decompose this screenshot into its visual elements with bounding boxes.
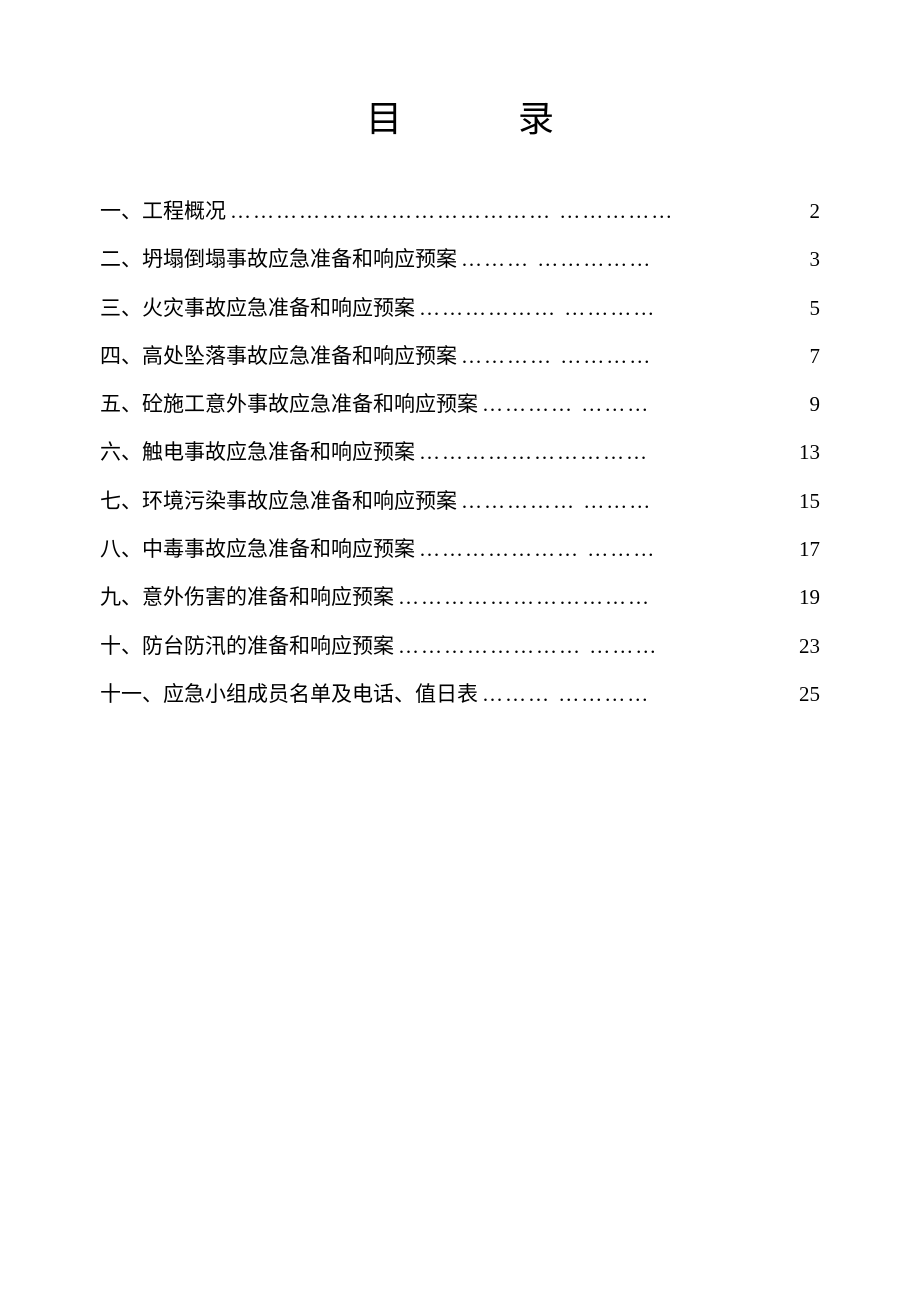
toc-page: 9 — [792, 380, 820, 428]
toc-entry: 二、 坍塌倒塌事故应急准备和响应预案 ……… …………… 3 — [100, 235, 820, 283]
toc-num: 一、 — [100, 187, 142, 235]
toc-page: 7 — [792, 332, 820, 380]
toc-page: 17 — [792, 525, 820, 573]
toc-entry: 四、 高处坠落事故应急准备和响应预案 ………… ………… 7 — [100, 332, 820, 380]
toc-leader: …………… ……… — [457, 477, 792, 525]
toc-entry: 一、 工程概况 …………………………………… …………… 2 — [100, 187, 820, 235]
toc-page: 25 — [792, 670, 820, 718]
toc-label: 意外伤害的准备和响应预案 — [142, 573, 394, 621]
toc-leader: ………… ……… — [478, 380, 792, 428]
toc-page: 3 — [792, 235, 820, 283]
toc-label: 防台防汛的准备和响应预案 — [142, 622, 394, 670]
toc-leader: …………………………… — [394, 573, 792, 621]
toc-entry: 三、 火灾事故应急准备和响应预案 ……………… ………… 5 — [100, 284, 820, 332]
toc-list: 一、 工程概况 …………………………………… …………… 2 二、 坍塌倒塌事故… — [100, 187, 820, 718]
toc-num: 八、 — [100, 525, 142, 573]
toc-num: 十、 — [100, 622, 142, 670]
toc-leader: ……………… ………… — [415, 284, 792, 332]
toc-title: 目 录 — [100, 90, 820, 142]
toc-num: 十一、 — [100, 670, 163, 718]
toc-num: 六、 — [100, 428, 142, 476]
toc-entry: 五、 砼施工意外事故应急准备和响应预案 ………… ……… 9 — [100, 380, 820, 428]
toc-num: 三、 — [100, 284, 142, 332]
toc-leader: ……… ………… — [478, 670, 792, 718]
toc-page: 5 — [792, 284, 820, 332]
toc-page: 23 — [792, 622, 820, 670]
toc-num: 五、 — [100, 380, 142, 428]
toc-label: 环境污染事故应急准备和响应预案 — [142, 477, 457, 525]
toc-label: 火灾事故应急准备和响应预案 — [142, 284, 415, 332]
toc-page: 15 — [792, 477, 820, 525]
toc-entry: 八、 中毒事故应急准备和响应预案 ………………… ……… 17 — [100, 525, 820, 573]
toc-num: 二、 — [100, 235, 142, 283]
toc-entry: 十一、 应急小组成员名单及电话、值日表 ……… ………… 25 — [100, 670, 820, 718]
toc-leader: ………………………… — [415, 428, 792, 476]
toc-label: 砼施工意外事故应急准备和响应预案 — [142, 380, 478, 428]
toc-label: 应急小组成员名单及电话、值日表 — [163, 670, 478, 718]
toc-leader: ………… ………… — [457, 332, 792, 380]
toc-entry: 九、 意外伤害的准备和响应预案 …………………………… 19 — [100, 573, 820, 621]
toc-leader: ………………… ……… — [415, 525, 792, 573]
toc-num: 九、 — [100, 573, 142, 621]
toc-page: 2 — [792, 187, 820, 235]
toc-num: 四、 — [100, 332, 142, 380]
toc-leader: …………………… ……… — [394, 622, 792, 670]
toc-label: 高处坠落事故应急准备和响应预案 — [142, 332, 457, 380]
toc-num: 七、 — [100, 477, 142, 525]
toc-label: 触电事故应急准备和响应预案 — [142, 428, 415, 476]
toc-entry: 六、 触电事故应急准备和响应预案 ………………………… 13 — [100, 428, 820, 476]
toc-label: 工程概况 — [142, 187, 226, 235]
toc-leader: ……… …………… — [457, 235, 792, 283]
toc-leader: …………………………………… …………… — [226, 187, 792, 235]
toc-page: 13 — [792, 428, 820, 476]
toc-entry: 十、 防台防汛的准备和响应预案 …………………… ……… 23 — [100, 622, 820, 670]
toc-label: 中毒事故应急准备和响应预案 — [142, 525, 415, 573]
toc-page: 19 — [792, 573, 820, 621]
toc-entry: 七、 环境污染事故应急准备和响应预案 …………… ……… 15 — [100, 477, 820, 525]
toc-label: 坍塌倒塌事故应急准备和响应预案 — [142, 235, 457, 283]
